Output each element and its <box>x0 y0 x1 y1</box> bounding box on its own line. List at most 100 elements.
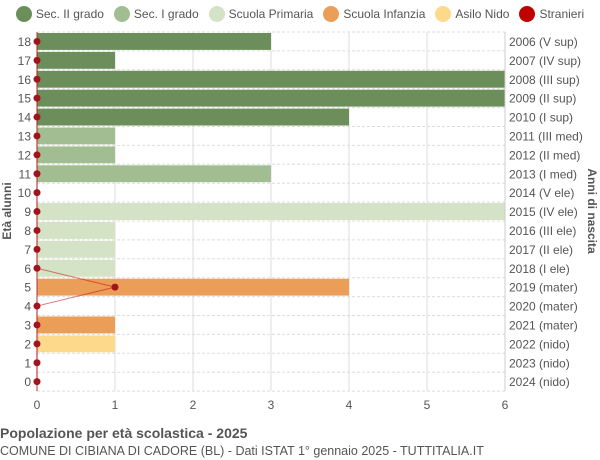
y-tick-label: 13 <box>18 129 32 143</box>
bar <box>37 33 271 50</box>
bar <box>37 316 115 334</box>
stranieri-point <box>33 302 41 310</box>
legend-swatch <box>435 6 452 22</box>
bar <box>37 51 115 69</box>
birth-year-label: 2010 (I sup) <box>509 111 573 125</box>
x-tick-label: 4 <box>346 398 353 412</box>
x-tick-label: 6 <box>502 398 509 412</box>
birth-year-label: 2013 (I med) <box>509 167 577 181</box>
stranieri-point <box>33 151 41 159</box>
birth-year-label: 2019 (mater) <box>509 281 578 295</box>
stranieri-point <box>33 226 41 234</box>
legend-swatch <box>113 6 130 22</box>
y-tick-label: 14 <box>18 111 32 125</box>
birth-year-label: 2007 (IV sup) <box>509 54 581 68</box>
bar <box>37 70 505 88</box>
birth-year-label: 2018 (I ele) <box>509 262 570 276</box>
birth-year-label: 2006 (V sup) <box>509 35 578 49</box>
y-tick-label: 8 <box>24 224 31 238</box>
legend-label: Asilo Nido <box>455 7 510 21</box>
y-tick-label: 16 <box>18 73 32 87</box>
birth-year-label: 2024 (nido) <box>509 375 570 389</box>
bar <box>37 89 505 107</box>
bar <box>37 203 505 220</box>
x-tick-label: 1 <box>112 398 119 412</box>
y-tick-label: 10 <box>18 186 32 200</box>
legend-item[interactable]: Asilo Nido <box>435 6 509 22</box>
bar <box>37 335 115 353</box>
y-tick-label: 7 <box>24 243 31 257</box>
y-tick-label: 15 <box>18 92 32 106</box>
stranieri-point <box>33 340 41 348</box>
birth-year-label: 2014 (V ele) <box>509 186 574 200</box>
stranieri-point <box>33 321 41 329</box>
legend-label: Scuola Infanzia <box>343 7 426 21</box>
legend-swatch <box>519 6 536 22</box>
birth-year-label: 2015 (IV ele) <box>509 205 578 219</box>
stranieri-point <box>33 94 41 102</box>
legend: Sec. II grado Sec. I grado Scuola Primaria… <box>0 6 600 22</box>
bar <box>37 146 115 164</box>
y-tick-label: 0 <box>24 375 31 389</box>
stranieri-point <box>33 113 41 121</box>
legend-item[interactable]: Scuola Primaria <box>208 6 314 22</box>
chart: 0 1 2 3 4 5 618 2006 (V sup)17 2007 (IV sup)16 20… <box>0 31 599 412</box>
birth-year-label: 2022 (nido) <box>509 337 570 351</box>
stranieri-point <box>33 75 41 83</box>
bar <box>37 108 349 126</box>
y-tick-label: 1 <box>24 356 31 370</box>
y-tick-label: 18 <box>18 35 32 49</box>
birth-year-label: 2008 (III sup) <box>509 73 580 87</box>
legend-label: Sec. II grado <box>35 7 104 21</box>
y-tick-label: 11 <box>19 167 32 181</box>
legend-label: Scuola Primaria <box>228 7 314 21</box>
legend-item[interactable]: Stranieri <box>519 6 584 22</box>
legend-swatch <box>323 6 340 22</box>
legend-swatch <box>208 6 225 22</box>
bar <box>37 127 115 145</box>
stranieri-point <box>33 359 41 367</box>
stranieri-point <box>33 189 41 197</box>
birth-year-label: 2012 (II med) <box>509 148 580 162</box>
y-axis-right-title: Anni di nascita <box>585 168 599 254</box>
stranieri-point <box>33 170 41 178</box>
birth-year-label: 2016 (III ele) <box>509 224 576 238</box>
legend-label: Stranieri <box>539 7 585 21</box>
stranieri-point <box>33 56 41 64</box>
bar <box>37 278 349 296</box>
birth-year-label: 2011 (III med) <box>509 129 583 143</box>
y-tick-label: 5 <box>24 281 31 295</box>
birth-year-label: 2021 (mater) <box>509 318 578 332</box>
y-tick-label: 6 <box>24 262 31 276</box>
stranieri-point <box>33 37 41 45</box>
y-tick-label: 3 <box>24 318 31 332</box>
stranieri-point <box>33 245 41 253</box>
stranieri-point <box>33 132 41 140</box>
x-tick-label: 2 <box>190 398 197 412</box>
birth-year-label: 2017 (II ele) <box>509 243 573 257</box>
bar <box>37 259 115 277</box>
y-tick-label: 4 <box>24 300 31 314</box>
legend-label: Sec. I grado <box>133 7 199 21</box>
stranieri-point <box>33 264 41 272</box>
y-tick-label: 9 <box>24 205 31 219</box>
bar <box>37 165 271 183</box>
birth-year-label: 2009 (II sup) <box>509 92 576 106</box>
chart-title: Popolazione per età scolastica - 2025 <box>0 425 248 441</box>
y-tick-label: 17 <box>18 54 32 68</box>
legend-item[interactable]: Sec. II grado <box>15 6 104 22</box>
legend-swatch <box>15 6 32 22</box>
y-axis-title: Età alunni <box>0 182 14 239</box>
stranieri-point <box>33 208 41 216</box>
legend-item[interactable]: Sec. I grado <box>113 6 199 22</box>
stranieri-point <box>33 378 41 386</box>
x-tick-label: 0 <box>34 398 41 412</box>
chart-subtitle: COMUNE DI CIBIANA DI CADORE (BL) - Dati … <box>0 444 484 458</box>
legend-item[interactable]: Scuola Infanzia <box>323 6 425 22</box>
y-tick-label: 2 <box>24 337 31 351</box>
y-tick-label: 12 <box>18 148 32 162</box>
stranieri-point <box>111 283 119 291</box>
birth-year-label: 2020 (mater) <box>509 300 578 314</box>
bar <box>37 222 115 239</box>
x-tick-label: 3 <box>268 398 275 412</box>
